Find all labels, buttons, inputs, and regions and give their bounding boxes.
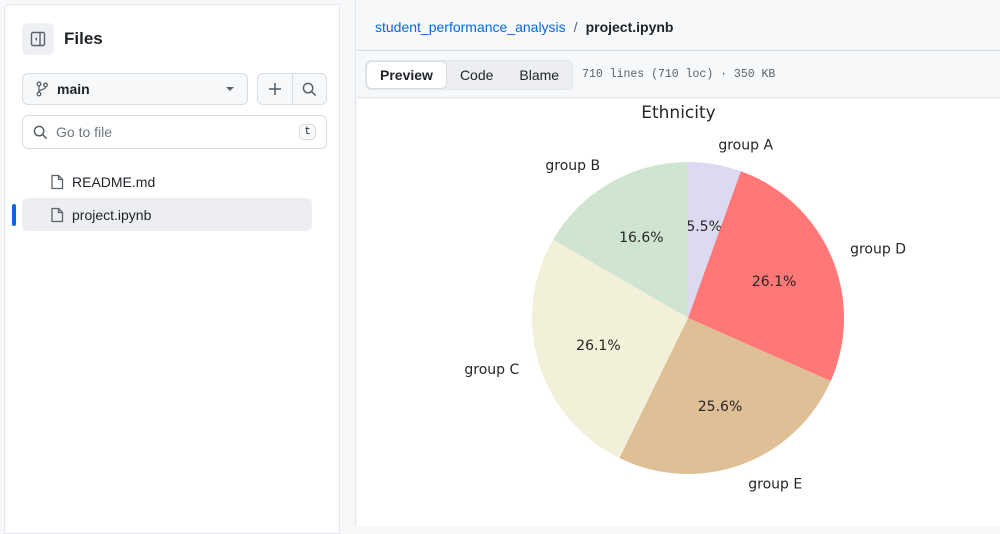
file-actions-group [257, 73, 327, 105]
pie-category-label: group B [545, 158, 600, 174]
pie-pct-label: 5.5% [686, 219, 722, 235]
breadcrumb-separator: / [573, 19, 578, 35]
tab-preview[interactable]: Preview [366, 60, 447, 89]
pie-category-label: group D [850, 242, 906, 258]
chart-title: Ethnicity [641, 103, 716, 123]
file-toolbar: Preview Code Blame 710 lines (710 loc) ·… [357, 52, 1000, 98]
pie-pct-label: 26.1% [576, 338, 620, 354]
pie-pct-label: 25.6% [698, 399, 742, 415]
file-info: 710 lines (710 loc) · 350 KB [582, 68, 776, 81]
file-icon [51, 207, 64, 222]
ethnicity-pie-chart: 5.5% group A 26.1% group D 25.6% group E 26.1%… [464, 137, 906, 493]
search-icon [302, 82, 316, 96]
plus-icon [268, 83, 281, 95]
pie-slice-group-d [688, 171, 844, 382]
file-name: project.ipynb [72, 206, 152, 223]
caret-down-icon [226, 87, 234, 91]
branch-name: main [57, 81, 90, 97]
tab-code[interactable]: Code [459, 66, 494, 83]
breadcrumb-repo-link[interactable]: student_performance_analysis [375, 19, 566, 35]
file-tree-item-project-ipynb[interactable]: project.ipynb [12, 198, 312, 231]
pie-category-label: group A [718, 137, 773, 153]
pie-pct-label: 16.6% [619, 230, 663, 246]
search-code-button[interactable] [291, 74, 327, 104]
pie-slice-group-c [532, 239, 688, 459]
pie-slice-group-a [688, 162, 741, 318]
branch-selector[interactable]: main [22, 73, 248, 105]
go-to-file-input[interactable] [56, 124, 300, 140]
pie-category-label: group C [464, 362, 519, 378]
view-mode-tabs: Preview Code Blame [365, 59, 574, 90]
pie-slice-group-b [553, 162, 688, 318]
file-name: README.md [72, 173, 156, 190]
pie-pct-label: 26.1% [752, 274, 796, 290]
file-view: student_performance_analysis / project.i… [357, 4, 1000, 526]
pane-resize-handle[interactable] [355, 0, 356, 526]
notebook-preview: Ethnicity 5.5% group A 26.1% group D 25.6% gr… [357, 99, 1000, 526]
collapse-sidebar-button[interactable] [22, 23, 54, 55]
file-tree-item-readme[interactable]: README.md [22, 165, 312, 198]
sidebar-title: Files [64, 29, 103, 48]
breadcrumb: student_performance_analysis / project.i… [357, 4, 1000, 51]
sidebar-header: Files [22, 23, 103, 55]
git-branch-icon [36, 81, 48, 97]
active-indicator [12, 204, 16, 226]
breadcrumb-current-file: project.ipynb [585, 19, 674, 35]
keyboard-shortcut-hint: t [299, 124, 316, 140]
file-tree-sidebar: Files main t README.md project.ipynb [4, 4, 340, 534]
sidebar-collapse-icon [30, 31, 46, 47]
pie-category-label: group E [748, 477, 802, 493]
search-icon [33, 125, 48, 139]
file-icon [51, 174, 64, 189]
pie-slice-group-e [619, 318, 831, 475]
go-to-file-search[interactable]: t [22, 115, 327, 149]
add-file-button[interactable] [258, 74, 292, 104]
file-tree: README.md project.ipynb [12, 165, 312, 231]
tab-blame[interactable]: Blame [519, 66, 560, 83]
